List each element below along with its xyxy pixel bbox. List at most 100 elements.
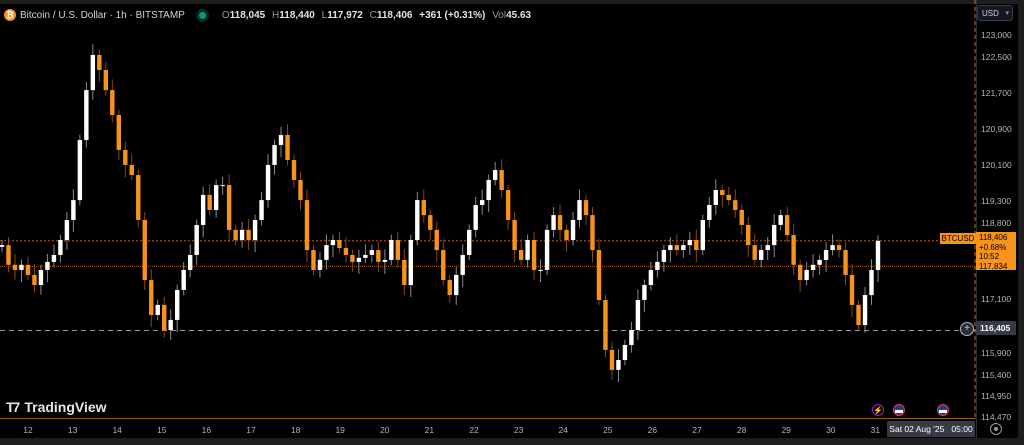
candle-body — [64, 220, 70, 240]
candle-body — [38, 269, 44, 285]
candle-body — [720, 190, 725, 195]
candle-body — [415, 200, 420, 240]
change-value: +361 (+0.31%) — [419, 9, 486, 21]
candle-body — [285, 134, 290, 160]
candle-body — [746, 224, 751, 246]
price-axis[interactable]: 123,000 122,500 121,700 120,900 120,100 119,3… — [976, 0, 1019, 438]
candle-body — [454, 274, 459, 296]
candle-body — [0, 245, 5, 247]
date-tick-label: 16 — [201, 425, 212, 435]
candle-body — [856, 304, 861, 326]
us-flag-event-icon[interactable] — [937, 404, 949, 416]
price-chart[interactable] — [0, 0, 976, 418]
candle-body — [304, 200, 310, 251]
candle-body — [142, 220, 147, 281]
price-tick-label: 118,800 — [981, 218, 1012, 229]
candle-body — [97, 54, 102, 70]
candle-body — [583, 200, 589, 216]
candle-body — [194, 224, 199, 255]
candle-body — [363, 254, 368, 258]
candle-body — [486, 179, 491, 201]
candle-body — [479, 200, 485, 206]
candle-body — [123, 149, 128, 165]
crosshair-price-label: 116,405 — [976, 321, 1016, 335]
candle-body — [421, 200, 426, 216]
candle-body — [544, 229, 550, 270]
last-price-label: 118,406 +0.68% 10:52 117,834 — [976, 232, 1016, 271]
add-alert-plus-icon[interactable]: + — [960, 322, 974, 336]
date-tick-label: 13 — [67, 425, 78, 435]
date-tick-label: 18 — [290, 425, 301, 435]
price-tick-label: 115,900 — [981, 348, 1012, 359]
candle-body — [84, 90, 89, 141]
candle-body — [616, 360, 621, 370]
candle-body — [810, 264, 816, 270]
flash-event-icon[interactable]: ⚡ — [872, 404, 884, 416]
candle-body — [408, 239, 413, 285]
candle-body — [518, 250, 524, 260]
us-flag-event-icon[interactable] — [893, 404, 905, 416]
candle-body — [317, 259, 323, 270]
candle-body — [765, 245, 770, 251]
price-tick-label: 120,900 — [981, 124, 1012, 135]
candle-body — [551, 215, 556, 230]
tradingview-logo[interactable]: T7 TradingView — [6, 399, 107, 415]
candle-body — [492, 170, 498, 180]
candle-body — [220, 185, 225, 187]
candle-body — [603, 299, 608, 350]
right-border — [1018, 0, 1024, 445]
candle-body — [473, 205, 478, 230]
candle-body — [849, 274, 855, 305]
candle-body — [45, 261, 50, 270]
candle-body — [129, 164, 134, 175]
open-value: 118,045 — [229, 9, 266, 21]
date-tick-label: 30 — [826, 425, 836, 435]
candle-body — [642, 284, 647, 300]
candle-body — [298, 179, 303, 201]
candle-body — [226, 185, 232, 230]
candle-body — [246, 229, 251, 240]
candle-body — [324, 245, 329, 260]
currency-select[interactable]: USD — [977, 5, 1013, 22]
settings-gear-icon[interactable] — [990, 423, 1002, 435]
candle-body — [862, 295, 868, 326]
candle-body — [447, 280, 452, 296]
candle-body — [797, 264, 803, 281]
time-axis[interactable]: 12 13 14 15 16 17 18 19 20 21 22 23 24 25 26 27 28 29 30 31 — [0, 418, 976, 439]
candle-body — [661, 250, 667, 262]
candle-body — [460, 254, 465, 275]
candle-body — [90, 54, 96, 91]
price-tick-label: 115,400 — [981, 370, 1012, 381]
candle-body — [713, 190, 718, 206]
price-tick-label: 120,100 — [981, 159, 1012, 170]
candle-body — [162, 304, 167, 331]
candle-body — [778, 215, 783, 225]
date-tick-label: 12 — [23, 425, 33, 435]
candle-body — [791, 235, 796, 265]
candle-body — [577, 200, 582, 221]
volume-value: 45.63 — [506, 9, 532, 21]
candle-body — [207, 194, 212, 210]
last-price: 118,406 — [979, 233, 1008, 242]
candle-body — [875, 240, 881, 270]
candle-body — [629, 330, 634, 346]
candle-body — [369, 250, 375, 255]
candle-body — [564, 229, 569, 240]
candle-body — [376, 250, 381, 262]
candle-body — [655, 261, 660, 270]
market-status-icon[interactable] — [198, 11, 206, 19]
candle-body — [687, 239, 693, 246]
candle-body — [382, 259, 388, 262]
candle-body — [622, 345, 628, 361]
candle-body — [726, 194, 731, 201]
candle-body — [648, 269, 654, 285]
date-tick-label: 28 — [736, 425, 747, 435]
candle-body — [12, 264, 18, 270]
candle-body — [538, 269, 543, 271]
date-tick-label: 29 — [781, 425, 791, 435]
candle-body — [356, 257, 362, 262]
candle-body — [343, 248, 349, 255]
symbol-title[interactable]: Bitcoin / U.S. Dollar · 1h · BITSTAMP — [20, 9, 185, 21]
candle-body — [784, 215, 790, 236]
candle-body — [869, 269, 874, 296]
